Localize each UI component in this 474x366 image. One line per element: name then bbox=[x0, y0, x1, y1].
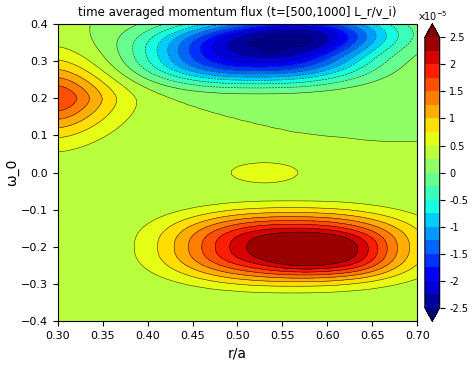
PathPatch shape bbox=[425, 308, 440, 321]
Y-axis label: ω_0: ω_0 bbox=[6, 159, 19, 186]
X-axis label: r/a: r/a bbox=[228, 347, 247, 361]
PathPatch shape bbox=[425, 24, 440, 37]
Title: $\times\!10^{-5}$: $\times\!10^{-5}$ bbox=[417, 9, 447, 23]
Title: time averaged momentum flux (t=[500,1000] L_r/v_i): time averaged momentum flux (t=[500,1000… bbox=[78, 5, 397, 19]
